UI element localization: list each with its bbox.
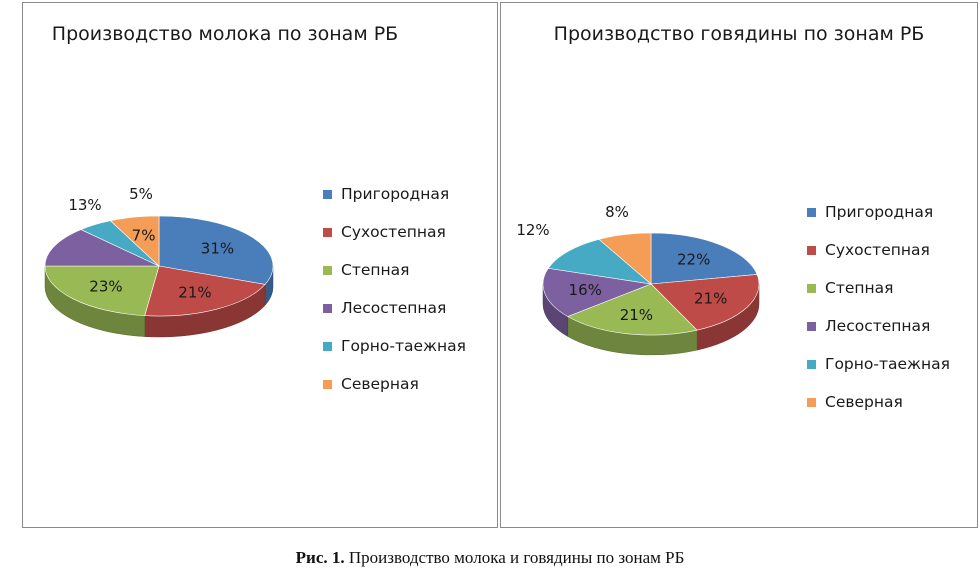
milk-legend: Пригородная Сухостепная Степная Лесостепная…	[323, 175, 466, 403]
legend-swatch	[323, 341, 332, 351]
legend-swatch	[323, 303, 332, 313]
legend-label: Лесостепная	[341, 299, 447, 317]
pie-slice-5	[547, 238, 652, 285]
milk-chart-title: Производство молока по зонам РБ	[51, 23, 399, 45]
legend-swatch	[807, 359, 816, 369]
pie-slice-2	[650, 274, 760, 331]
beef-pie-chart: 22% 21% 21% 16% 12% 8%	[516, 203, 760, 356]
legend-item: Лесостепная	[323, 289, 466, 327]
legend-item: Сухостепная	[807, 231, 950, 269]
figure-caption: Рис. 1. Производство молока и говядины п…	[0, 548, 980, 568]
legend-label: Сухостепная	[341, 223, 446, 241]
pie-data-label-4: 16%	[569, 281, 602, 299]
pie-slice-6	[109, 215, 160, 267]
legend-label: Лесостепная	[825, 317, 931, 335]
pie-data-label-6: 8%	[605, 203, 629, 221]
beef-chart-title: Производство говядины по зонам РБ	[553, 23, 925, 45]
legend-item: Пригородная	[323, 175, 466, 213]
pie-slice-4	[44, 229, 160, 267]
legend-label: Степная	[341, 261, 410, 279]
legend-item: Северная	[323, 365, 466, 403]
legend-label: Сухостепная	[825, 241, 930, 259]
legend-swatch	[323, 379, 332, 389]
legend-item: Северная	[807, 383, 950, 421]
legend-item: Степная	[807, 269, 950, 307]
legend-swatch	[807, 283, 816, 293]
legend-item: Горно-таежная	[807, 345, 950, 383]
legend-label: Северная	[825, 393, 903, 411]
legend-item: Пригородная	[807, 193, 950, 231]
legend-label: Степная	[825, 279, 894, 297]
pie-slice-6	[598, 232, 652, 285]
pie-data-label-2: 21%	[694, 289, 727, 307]
pie-data-label-4: 13%	[68, 196, 101, 214]
milk-chart-panel: Производство молока по зонам РБ 31% 21% 23…	[22, 2, 498, 528]
beef-chart-panel: Производство говядины по зонам РБ 22% 21%…	[500, 2, 978, 528]
pie-data-label-5: 5%	[129, 185, 153, 203]
pie-data-label-3: 23%	[89, 278, 122, 296]
pie-slice-3	[44, 265, 160, 316]
pie-slice-1	[650, 232, 758, 285]
legend-label: Пригородная	[341, 185, 450, 203]
legend-label: Пригородная	[825, 203, 934, 221]
legend-swatch	[807, 321, 816, 331]
beef-legend: Пригородная Сухостепная Степная Лесостепная…	[807, 193, 950, 421]
pie-slice-1	[158, 215, 274, 285]
legend-item: Сухостепная	[323, 213, 466, 251]
legend-label: Горно-таежная	[825, 355, 950, 373]
pie-data-label-2: 21%	[178, 284, 211, 302]
pie-data-label-1: 31%	[201, 240, 234, 258]
legend-label: Горно-таежная	[341, 337, 466, 355]
pie-slice-3	[567, 283, 698, 336]
milk-pie-chart: 31% 21% 23% 13% 5% 7%	[44, 185, 274, 338]
pie-data-label-3: 21%	[620, 306, 653, 324]
legend-item: Лесостепная	[807, 307, 950, 345]
pie-slice-4	[542, 267, 653, 317]
legend-label: Северная	[341, 375, 419, 393]
figure-caption-number: Рис. 1.	[295, 548, 345, 567]
pie-data-label-5: 12%	[516, 221, 549, 239]
pie-data-label-6: 7%	[132, 227, 156, 245]
legend-swatch	[807, 207, 816, 217]
pie-slice-2	[144, 265, 266, 317]
legend-item: Степная	[323, 251, 466, 289]
pie-data-label-1: 22%	[677, 251, 710, 269]
legend-swatch	[807, 397, 816, 407]
legend-swatch	[323, 227, 332, 237]
legend-swatch	[323, 265, 332, 275]
legend-item: Горно-таежная	[323, 327, 466, 365]
legend-swatch	[323, 189, 332, 199]
legend-swatch	[807, 245, 816, 255]
figure-caption-text: Производство молока и говядины по зонам …	[344, 548, 685, 567]
